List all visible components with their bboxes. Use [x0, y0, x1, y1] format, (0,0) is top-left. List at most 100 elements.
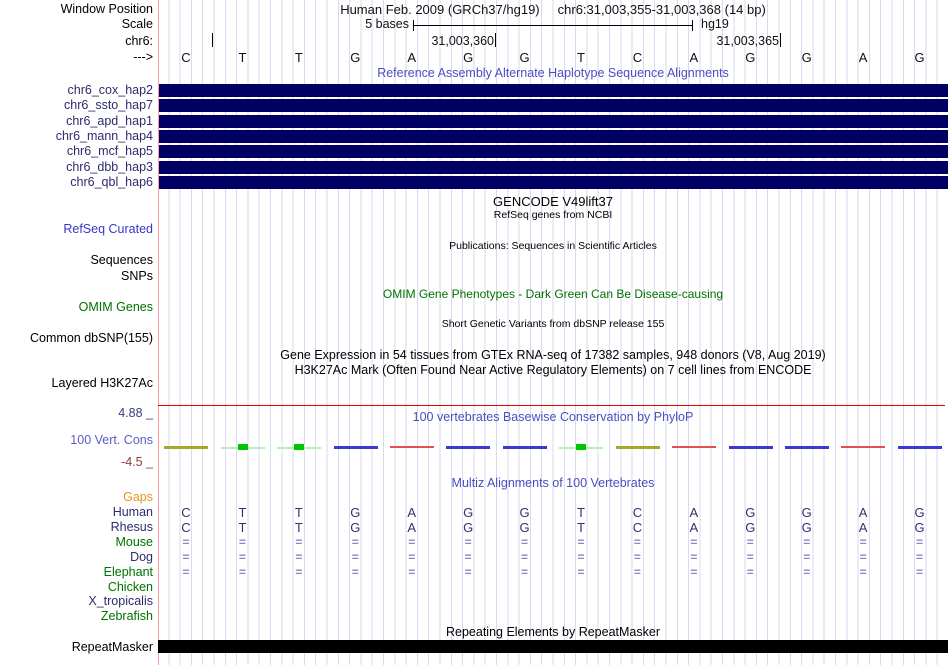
alignment-identity-mark: = [859, 535, 867, 549]
alignment-identity-mark: = [633, 535, 641, 549]
alignment-base: G [745, 505, 756, 520]
multiz-track-title[interactable]: Multiz Alignments of 100 Vertebrates [451, 476, 655, 490]
repeatmasker-track-title[interactable]: Repeating Elements by RepeatMasker [445, 625, 660, 639]
alignment-identity-mark: = [464, 535, 472, 549]
alignment-identity-mark: = [182, 565, 190, 579]
alignment-base: T [294, 505, 303, 520]
alignment-base: C [632, 505, 643, 520]
alignment-identity-mark: = [295, 535, 303, 549]
track-label-100-vert-cons[interactable]: 100 Vert. Cons [70, 433, 153, 447]
coordinate-tick [212, 33, 213, 47]
alignment-identity-mark: = [690, 565, 698, 579]
refseq-track-title[interactable]: RefSeq genes from NCBI [493, 209, 613, 221]
alignment-identity-mark: = [859, 565, 867, 579]
haplotype-track-title[interactable]: Reference Assembly Alternate Haplotype S… [377, 66, 729, 80]
track-label-chr6-qbl-hap6[interactable]: chr6_qbl_hap6 [70, 175, 153, 189]
alignment-identity-mark: = [521, 565, 529, 579]
dbsnp-track-title[interactable]: Short Genetic Variants from dbSNP releas… [441, 318, 665, 330]
coordinate-tick [495, 33, 496, 47]
track-label-chr6-mann-hap4[interactable]: chr6_mann_hap4 [55, 129, 153, 143]
reference-base: G [801, 50, 812, 65]
track-label-chr6-cox-hap2[interactable]: chr6_cox_hap2 [67, 83, 153, 97]
h3k27ac-track-title[interactable]: H3K27Ac Mark (Often Found Near Active Re… [294, 363, 812, 377]
haplotype-alignment-bar[interactable] [159, 176, 948, 189]
track-label-chr6-apd-hap1[interactable]: chr6_apd_hap1 [66, 114, 153, 128]
phylop-dot-green [294, 444, 305, 450]
track-left-boundary [158, 0, 159, 665]
reference-base: G [463, 50, 474, 65]
track-label-dog[interactable]: Dog [130, 550, 153, 564]
haplotype-alignment-bar[interactable] [159, 161, 948, 174]
haplotype-alignment-bar[interactable] [159, 115, 948, 128]
track-label-chr6-mcf-hap5[interactable]: chr6_mcf_hap5 [66, 144, 153, 158]
alignment-base: T [577, 520, 585, 535]
phylop-dash-blue [333, 446, 378, 449]
track-label-refseq-curated[interactable]: RefSeq Curated [63, 222, 153, 236]
assembly-name: Human Feb. 2009 (GRCh37/hg19) [340, 2, 540, 17]
reference-base: T [294, 50, 303, 65]
track-label-omim-genes[interactable]: OMIM Genes [78, 300, 153, 314]
publications-track-title[interactable]: Publications: Sequences in Scientific Ar… [449, 240, 657, 252]
alignment-identity-mark: = [746, 535, 754, 549]
phylop-dash-red [841, 446, 886, 448]
alignment-identity-mark: = [577, 535, 585, 549]
track-label-snps[interactable]: SNPs [121, 269, 153, 283]
alignment-identity-mark: = [351, 565, 359, 579]
alignment-base: G [519, 520, 530, 535]
alignment-identity-mark: = [295, 550, 303, 564]
omim-track-title[interactable]: OMIM Gene Phenotypes - Dark Green Can Be… [382, 287, 724, 301]
haplotype-alignment-bar[interactable] [159, 84, 948, 97]
alignment-base: G [745, 520, 756, 535]
alignment-identity-mark: = [577, 550, 585, 564]
position-line: Human Feb. 2009 (GRCh37/hg19) chr6:31,003… [158, 2, 948, 17]
alignment-identity-mark: = [521, 550, 529, 564]
track-label-mouse[interactable]: Mouse [115, 535, 153, 549]
alignment-base: A [858, 520, 868, 535]
track-label-chr6-dbb-hap3[interactable]: chr6_dbb_hap3 [66, 160, 153, 174]
alignment-identity-mark: = [238, 550, 246, 564]
haplotype-alignment-bar[interactable] [159, 145, 948, 158]
gencode-track-title[interactable]: GENCODE V49lift37 [493, 194, 613, 209]
alignment-identity-mark: = [182, 535, 190, 549]
track-label-human[interactable]: Human [112, 505, 153, 519]
repeatmasker-element-bar[interactable] [158, 640, 948, 653]
reference-base: G [914, 50, 925, 65]
alignment-base: G [463, 520, 474, 535]
track-label-elephant[interactable]: Elephant [103, 565, 153, 579]
scale-genome: hg19 [701, 17, 729, 31]
phylop-dash-blue [728, 446, 773, 449]
track-label-common-dbsnp[interactable]: Common dbSNP(155) [30, 331, 153, 345]
alignment-identity-mark: = [408, 550, 416, 564]
phylop-dash-blue [502, 446, 547, 449]
track-label-sequences[interactable]: Sequences [90, 253, 153, 267]
alignment-base: A [407, 505, 417, 520]
gtex-track-title[interactable]: Gene Expression in 54 tissues from GTEx … [280, 348, 826, 362]
haplotype-alignment-bar[interactable] [159, 130, 948, 143]
alignment-base: C [632, 520, 643, 535]
alignment-identity-mark: = [803, 565, 811, 579]
haplotype-alignment-bar[interactable] [159, 99, 948, 112]
alignment-identity-mark: = [633, 565, 641, 579]
track-label-repeatmasker[interactable]: RepeatMasker [71, 640, 153, 654]
alignment-identity-mark: = [295, 565, 303, 579]
alignment-base: G [914, 505, 925, 520]
alignment-base: A [407, 520, 417, 535]
alignment-identity-mark: = [803, 550, 811, 564]
reference-base: C [632, 50, 643, 65]
track-label-zebrafish[interactable]: Zebrafish [100, 609, 153, 623]
track-label-layered-h3k27ac[interactable]: Layered H3K27Ac [51, 376, 153, 390]
coordinate-left: 31,003,360 [431, 34, 494, 48]
track-label-x-tropicalis[interactable]: X_tropicalis [88, 594, 153, 608]
track-label-chr6-ssto-hap7[interactable]: chr6_ssto_hap7 [64, 98, 153, 112]
track-label-chicken[interactable]: Chicken [107, 580, 153, 594]
track-label-gaps[interactable]: Gaps [123, 490, 153, 504]
track-label-rhesus[interactable]: Rhesus [110, 520, 153, 534]
alignment-base: G [350, 520, 361, 535]
alignment-base: G [801, 520, 812, 535]
scale-amount: 5 bases [365, 17, 409, 31]
coordinate-tick [780, 33, 781, 47]
alignment-identity-mark: = [182, 550, 190, 564]
phylop-track-title[interactable]: 100 vertebrates Basewise Conservation by… [412, 410, 694, 424]
alignment-base: T [577, 505, 585, 520]
